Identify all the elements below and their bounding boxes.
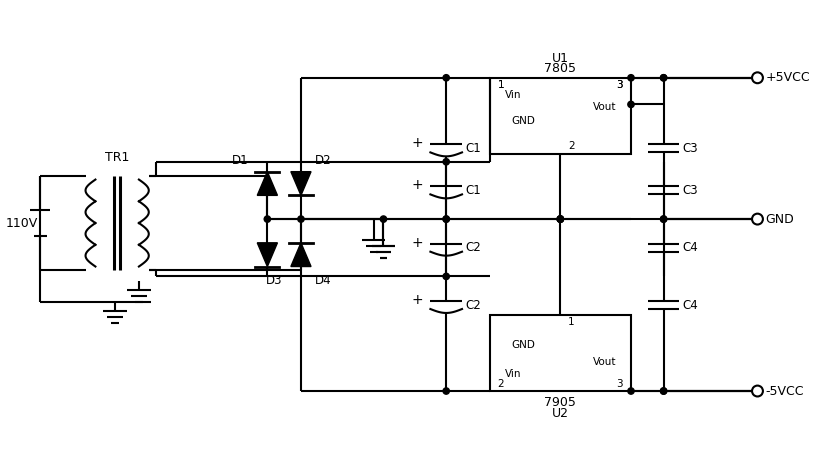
Text: 7805: 7805 <box>544 63 577 75</box>
Text: -5VCC: -5VCC <box>765 385 804 398</box>
Circle shape <box>557 216 563 222</box>
Text: D4: D4 <box>316 274 332 287</box>
Text: C3: C3 <box>682 184 698 197</box>
Text: GND: GND <box>511 340 535 350</box>
Circle shape <box>628 101 634 107</box>
Circle shape <box>443 159 450 165</box>
Circle shape <box>557 216 563 222</box>
Text: C4: C4 <box>682 241 698 254</box>
Polygon shape <box>291 172 311 195</box>
Text: 2: 2 <box>498 379 504 389</box>
Circle shape <box>661 75 666 81</box>
Circle shape <box>443 216 450 222</box>
Text: 3: 3 <box>617 379 623 389</box>
Text: 3: 3 <box>617 80 623 90</box>
Text: C1: C1 <box>465 142 481 155</box>
Text: U2: U2 <box>552 407 569 420</box>
Text: 1: 1 <box>568 317 575 327</box>
Circle shape <box>443 75 450 81</box>
Text: U1: U1 <box>552 52 569 64</box>
Text: C1: C1 <box>465 184 481 197</box>
Text: +: + <box>411 236 423 250</box>
Text: GND: GND <box>511 116 535 126</box>
Text: D1: D1 <box>231 154 248 167</box>
Circle shape <box>557 216 563 222</box>
Text: D2: D2 <box>316 154 332 167</box>
Circle shape <box>264 216 271 222</box>
Text: 7905: 7905 <box>544 396 576 410</box>
Polygon shape <box>258 172 278 195</box>
Circle shape <box>661 216 666 222</box>
Text: TR1: TR1 <box>105 151 130 164</box>
Circle shape <box>661 388 666 394</box>
Text: +: + <box>411 178 423 193</box>
Circle shape <box>661 75 666 81</box>
Polygon shape <box>291 243 311 266</box>
Circle shape <box>557 216 563 222</box>
Circle shape <box>661 388 666 394</box>
Bar <box>489 78 631 154</box>
Text: Vout: Vout <box>593 101 616 112</box>
Polygon shape <box>258 243 278 266</box>
Text: D3: D3 <box>266 274 283 287</box>
Text: C2: C2 <box>465 241 481 254</box>
Circle shape <box>443 273 450 280</box>
Text: 2: 2 <box>568 141 575 151</box>
Circle shape <box>297 216 304 222</box>
Text: +: + <box>411 136 423 150</box>
Text: C4: C4 <box>682 299 698 312</box>
Bar <box>489 315 631 391</box>
Text: +: + <box>411 293 423 307</box>
Text: 1: 1 <box>498 80 504 90</box>
Text: +5VCC: +5VCC <box>765 71 810 84</box>
Circle shape <box>443 216 450 222</box>
Text: Vout: Vout <box>593 357 616 367</box>
Text: Vin: Vin <box>504 90 521 100</box>
Text: 1: 1 <box>498 80 504 90</box>
Circle shape <box>381 216 386 222</box>
Circle shape <box>661 216 666 222</box>
Circle shape <box>628 75 634 81</box>
Text: 110V: 110V <box>6 217 38 230</box>
Circle shape <box>628 388 634 394</box>
Text: C3: C3 <box>682 142 698 155</box>
Text: Vin: Vin <box>504 369 521 379</box>
Circle shape <box>443 388 450 394</box>
Text: GND: GND <box>765 212 794 226</box>
Text: 3: 3 <box>617 80 623 90</box>
Text: C2: C2 <box>465 299 481 312</box>
